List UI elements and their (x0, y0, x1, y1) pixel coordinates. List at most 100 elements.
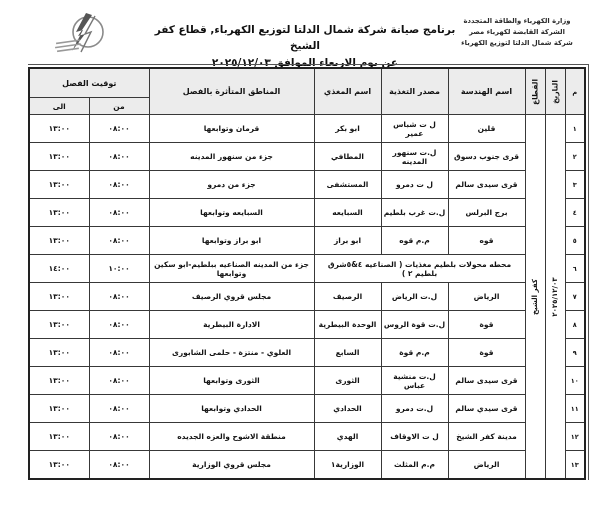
table-row: ٨ قوة ل.ت قوة الروس الوحدة البيطرية الادارة … (28, 310, 586, 339)
engineering-cell: الرياض (447, 282, 526, 311)
from-time-cell: ٠٨:٠٠ (88, 310, 150, 339)
to-time-cell: ١٣:٠٠ (28, 226, 90, 255)
sector-cell: كفر الشيخ (524, 114, 546, 480)
to-time-cell: ١٣:٠٠ (28, 170, 90, 199)
engineering-cell: قلين (447, 114, 526, 143)
maintenance-schedule-table: م التاريخ القطاع اسم الهندسة مصدر التغذي… (28, 67, 586, 480)
areas-cell: جزء من المدينه الصناعيه ببلطيم-ابو سكين … (148, 254, 315, 283)
from-time-cell: ٠٨:٠٠ (88, 394, 150, 423)
areas-cell: السبايعه وتوابعها (148, 198, 315, 227)
from-time-cell: ٠٨:٠٠ (88, 114, 150, 143)
source-cell: م.م المثلث (380, 450, 449, 480)
feeder-cell: السابع (313, 338, 382, 367)
table-row: ٣ قرى سيدى سالم ل ت دمرو المستشفى جزء من دمر… (28, 170, 586, 199)
electricity-logo-icon (54, 13, 104, 53)
source-header: مصدر التغذية (380, 67, 449, 115)
source-cell: ل.ت غرب بلطيم (380, 198, 449, 227)
engineering-cell: قوة (447, 338, 526, 367)
source-cell: ل ت دمرو (380, 170, 449, 199)
source-cell: م.م قوة (380, 338, 449, 367)
table-row: ١٠ قرى سيدى سالم ل.ت منشية عباس الثورى الثور… (28, 366, 586, 395)
serial-cell: ٧ (564, 282, 586, 311)
feeder-cell: الوزارية١ (313, 450, 382, 480)
areas-cell: جزء من دمرو (148, 170, 315, 199)
areas-cell: الثورى وتوابعها (148, 366, 315, 395)
feeder-cell: الثورى (313, 366, 382, 395)
serial-cell: ٤ (564, 198, 586, 227)
areas-cell: جزء من سنهور المدينه (148, 142, 315, 171)
from-time-cell: ٠٨:٠٠ (88, 366, 150, 395)
engineering-cell: قرى سيدى سالم (447, 366, 526, 395)
areas-header: المناطق المتأثرة بالفصل (148, 67, 315, 115)
org-line-company: شركة شمال الدلتا لتوزيع الكهرباء (461, 38, 573, 47)
to-time-cell: ١٣:٠٠ (28, 114, 90, 143)
date-header: التاريخ (544, 67, 566, 115)
table-row: ٢ قرى جنوب دسوق ل.ت سنهور المدينه المطافي جز… (28, 142, 586, 171)
from-time-cell: ٠٨:٠٠ (88, 226, 150, 255)
from-time-cell: ٠٨:٠٠ (88, 282, 150, 311)
table-row: ٩ قوة م.م قوة السابع العلوي - منتزة - حلمى ا… (28, 338, 586, 367)
source-cell: ل ت الاوقاف (380, 422, 449, 451)
table-row: ٦ محطه محولات بلطيم مغذيات ( الصناعيه ٤&٥… (28, 254, 586, 283)
feeder-cell: الهدي (313, 422, 382, 451)
sector-header-label: القطاع (530, 78, 540, 105)
to-time-cell: ١٤:٠٠ (28, 254, 90, 283)
table-row: ٧ الرياض ل.ت الرياض الرصيف مجلس قروي الرصيف ٠… (28, 282, 586, 311)
source-cell: ل ت شباس عمير (380, 114, 449, 143)
feeder-cell: المستشفى (313, 170, 382, 199)
areas-cell: قرمان وتوابعها (148, 114, 315, 143)
title-line2: عن يوم الاربعاء الموافق ٢٠٢٥/١٢/٠٣ (211, 56, 399, 69)
areas-cell: منطقة الاشوح والعزه الجديده (148, 422, 315, 451)
from-time-cell: ٠٨:٠٠ (88, 198, 150, 227)
sector-cell-label: كفر الشيخ (531, 278, 539, 315)
table-row: ٥ قوه م.م قوه ابو براز ابو براز وتوابعها ٠٨:٠… (28, 226, 586, 255)
serial-cell: ٦ (564, 254, 586, 283)
areas-cell: ابو براز وتوابعها (148, 226, 315, 255)
date-cell-label: ٢٠٢٥/١٢/٠٣ (551, 276, 559, 317)
title-line1: برنامج صيانة شركة شمال الدلتا لتوزيع الك… (154, 24, 456, 53)
to-time-cell: ١٣:٠٠ (28, 366, 90, 395)
feeder-cell: ابو بكر (313, 114, 382, 143)
from-header: من (88, 97, 150, 115)
areas-cell: مجلس قروي الرصيف (148, 282, 315, 311)
to-time-cell: ١٣:٠٠ (28, 198, 90, 227)
engineering-cell: مدينة كفر الشيخ (447, 422, 526, 451)
source-cell: ل.ت سنهور المدينه (380, 142, 449, 171)
engineering-cell: الرياض (447, 450, 526, 480)
from-time-cell: ١٠:٠٠ (88, 254, 150, 283)
merged-station-cell: محطه محولات بلطيم مغذيات ( الصناعيه ٤&٥ش… (313, 254, 526, 283)
org-line-ministry: وزارة الكهرباء والطاقة المتجددة (463, 17, 571, 25)
engineering-cell: قوة (447, 310, 526, 339)
organization-block: وزارة الكهرباء والطاقة المتجددة الشركة ا… (442, 16, 592, 49)
serial-cell: ٥ (564, 226, 586, 255)
serial-cell: ١٢ (564, 422, 586, 451)
serial-cell: ٢ (564, 142, 586, 171)
to-header: الى (28, 97, 90, 115)
table-row: ١٣ الرياض م.م المثلث الوزارية١ مجلس قروي الو… (28, 450, 586, 480)
serial-header: م (564, 67, 586, 115)
document-header: برنامج صيانة شركة شمال الدلتا لتوزيع الك… (0, 0, 600, 69)
schedule-table-wrapper: م التاريخ القطاع اسم الهندسة مصدر التغذي… (28, 64, 589, 480)
date-header-label: التاريخ (550, 79, 560, 104)
serial-cell: ٩ (564, 338, 586, 367)
to-time-cell: ١٣:٠٠ (28, 282, 90, 311)
feeder-cell: المطافي (313, 142, 382, 171)
document-title: برنامج صيانة شركة شمال الدلتا لتوزيع الك… (140, 22, 470, 71)
from-time-cell: ٠٨:٠٠ (88, 422, 150, 451)
to-time-cell: ١٣:٠٠ (28, 394, 90, 423)
table-row: ١ ٢٠٢٥/١٢/٠٣ كفر الشيخ قلين ل ت شباس عمير ابو… (28, 114, 586, 480)
feeder-cell: ابو براز (313, 226, 382, 255)
sub-header-row: من الى (28, 97, 585, 115)
from-time-cell: ٠٨:٠٠ (88, 450, 150, 480)
source-cell: م.م قوه (380, 226, 449, 255)
company-logo (52, 10, 116, 60)
table-row: ١١ قرى سيدي سالم ل.ت دمرو الحدادي الحدادي وت… (28, 394, 586, 423)
engineering-cell: قرى جنوب دسوق (447, 142, 526, 171)
sector-header: القطاع (524, 67, 546, 115)
areas-cell: الادارة البيطرية (148, 310, 315, 339)
feeder-cell: الرصيف (313, 282, 382, 311)
to-time-cell: ١٣:٠٠ (28, 142, 90, 171)
areas-cell: الحدادي وتوابعها (148, 394, 315, 423)
feeder-cell: الحدادي (313, 394, 382, 423)
from-time-cell: ٠٨:٠٠ (88, 170, 150, 199)
